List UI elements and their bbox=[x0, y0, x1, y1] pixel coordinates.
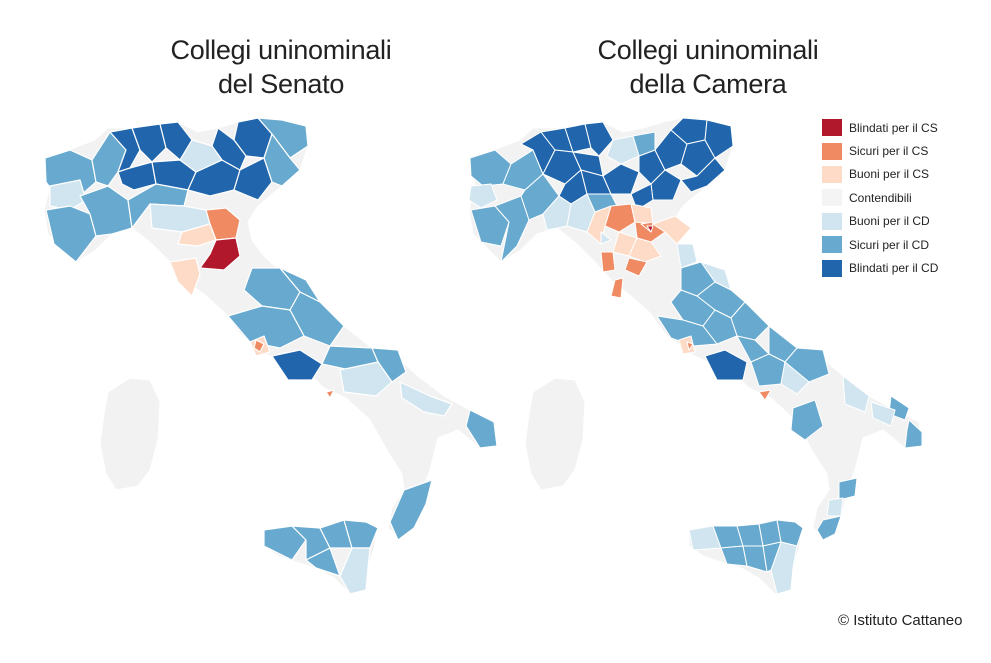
camera-district bbox=[632, 131, 656, 157]
legend-item-buoni-cs: Buoni per il CS bbox=[822, 163, 938, 186]
camera-district bbox=[646, 225, 654, 233]
senato-district bbox=[179, 139, 223, 173]
senato-district bbox=[339, 361, 393, 397]
senato-district bbox=[271, 349, 323, 381]
camera-district bbox=[758, 389, 772, 401]
camera-district bbox=[610, 277, 624, 299]
camera-district bbox=[602, 163, 640, 195]
senato-district bbox=[465, 409, 498, 449]
senato-district bbox=[253, 339, 265, 353]
camera-district bbox=[676, 243, 698, 269]
legend-swatch bbox=[822, 189, 842, 207]
camera-district bbox=[524, 377, 586, 491]
senato-district bbox=[131, 123, 167, 163]
senato-district bbox=[99, 377, 161, 491]
camera-district bbox=[704, 119, 734, 159]
senato-district bbox=[371, 347, 407, 383]
camera-district bbox=[704, 349, 748, 381]
legend-swatch bbox=[822, 119, 842, 137]
senato-district bbox=[177, 223, 217, 247]
camera-map-title: Collegi uninominali della Camera bbox=[528, 33, 888, 101]
camera-district bbox=[656, 315, 718, 347]
camera-district bbox=[904, 419, 923, 449]
legend-swatch bbox=[822, 165, 842, 183]
legend-label: Sicuri per il CD bbox=[849, 237, 930, 252]
camera-title-line2: della Camera bbox=[629, 69, 787, 99]
legend-label: Sicuri per il CS bbox=[849, 144, 929, 159]
legend-label: Buoni per il CS bbox=[849, 167, 930, 182]
camera-district bbox=[776, 519, 804, 547]
credit-text: © Istituto Cattaneo bbox=[838, 612, 963, 629]
senato-district bbox=[169, 257, 201, 297]
camera-district bbox=[600, 231, 612, 245]
legend-item-sicuri-cd: Sicuri per il CD bbox=[822, 233, 938, 256]
camera-district bbox=[686, 341, 694, 351]
camera-district bbox=[816, 515, 842, 541]
camera-district bbox=[468, 183, 498, 209]
legend-label: Contendibili bbox=[849, 190, 912, 205]
legend-item-buoni-cd: Buoni per il CD bbox=[822, 210, 938, 233]
legend: Blindati per il CS Sicuri per il CS Buon… bbox=[822, 116, 938, 280]
legend-swatch bbox=[822, 236, 842, 254]
legend-label: Buoni per il CD bbox=[849, 214, 930, 229]
camera-district bbox=[600, 251, 616, 273]
legend-swatch bbox=[822, 142, 842, 160]
camera-district bbox=[628, 237, 662, 263]
camera-district bbox=[680, 157, 726, 193]
senato-district bbox=[305, 547, 341, 577]
camera-district bbox=[606, 135, 640, 165]
senato-title-line1: Collegi uninominali bbox=[170, 35, 392, 65]
camera-title-line1: Collegi uninominali bbox=[597, 35, 819, 65]
senato-map-title: Collegi uninominali del Senato bbox=[101, 33, 461, 101]
senato-district bbox=[233, 157, 273, 201]
legend-label: Blindati per il CS bbox=[849, 120, 938, 135]
camera-district bbox=[838, 477, 858, 501]
camera-district bbox=[870, 401, 896, 427]
camera-district bbox=[584, 121, 614, 157]
legend-label: Blindati per il CD bbox=[849, 261, 939, 276]
camera-district bbox=[780, 361, 810, 395]
camera-district bbox=[624, 257, 648, 277]
camera-map bbox=[468, 117, 923, 595]
senato-district bbox=[399, 381, 453, 417]
camera-district bbox=[678, 335, 696, 355]
legend-item-blindati-cd: Blindati per il CD bbox=[822, 256, 938, 279]
senato-district bbox=[199, 237, 241, 271]
senato-district bbox=[263, 525, 307, 561]
senato-district bbox=[49, 179, 87, 211]
senato-district bbox=[263, 133, 301, 187]
camera-district bbox=[470, 205, 510, 247]
camera-district bbox=[762, 541, 782, 573]
legend-item-contendibili: Contendibili bbox=[822, 186, 938, 209]
legend-item-blindati-cs: Blindati per il CS bbox=[822, 116, 938, 139]
camera-district bbox=[790, 399, 824, 441]
camera-district bbox=[842, 375, 870, 413]
legend-item-sicuri-cs: Sicuri per il CS bbox=[822, 139, 938, 162]
senato-district bbox=[343, 519, 379, 549]
senato-map bbox=[43, 117, 498, 595]
senato-district bbox=[79, 185, 133, 237]
legend-swatch bbox=[822, 259, 842, 277]
senato-district bbox=[325, 389, 335, 399]
legend-swatch bbox=[822, 212, 842, 230]
camera-district bbox=[826, 497, 844, 517]
senato-title-line2: del Senato bbox=[217, 69, 345, 99]
senato-district bbox=[389, 479, 433, 541]
camera-district bbox=[784, 347, 830, 383]
camera-district bbox=[652, 215, 692, 245]
